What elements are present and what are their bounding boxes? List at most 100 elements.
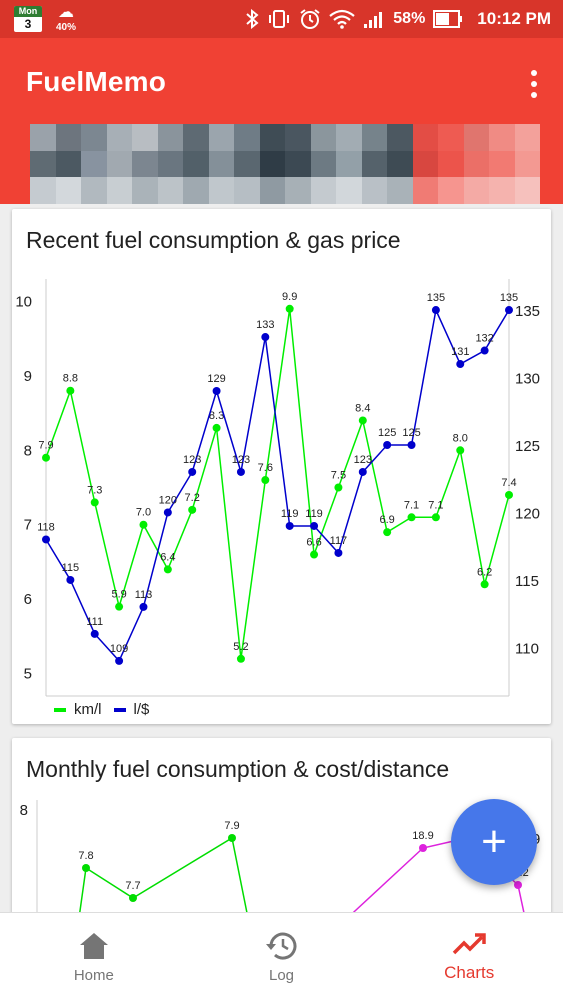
nav-home[interactable]: Home [0, 913, 188, 1000]
ad-pixel [132, 124, 158, 151]
recent-chart-card: Recent fuel consumption & gas price 5 6 7 8… [12, 209, 551, 724]
ad-pixel [183, 150, 209, 178]
ad-pixel [463, 150, 489, 178]
data-label: 6.6 [306, 537, 321, 549]
data-point [212, 423, 221, 432]
ad-pixel [55, 177, 81, 204]
ad-pixel [336, 124, 362, 151]
ad-pixel [157, 177, 183, 204]
ad-pixel [489, 177, 515, 204]
data-point [188, 467, 197, 476]
data-label: 119 [281, 508, 299, 520]
data-point [188, 505, 197, 514]
ad-pixel [438, 124, 464, 151]
data-label: 8.3 [209, 410, 224, 422]
data-label: 123 [183, 454, 201, 466]
data-point [236, 654, 245, 663]
more-vert-icon[interactable] [527, 68, 541, 100]
data-point [358, 467, 367, 476]
data-point [407, 513, 416, 522]
ad-pixel [514, 124, 540, 151]
data-label: 135 [500, 292, 518, 304]
data-label: 7.0 [136, 507, 151, 519]
ad-pixel [438, 177, 464, 204]
ad-pixel [412, 150, 438, 178]
data-label: 7.8 [78, 850, 93, 862]
ad-pixel [106, 124, 132, 151]
add-entry-button[interactable]: + [451, 799, 537, 885]
ad-pixel [30, 150, 56, 178]
left-tick-label: 7 [24, 517, 32, 534]
ad-pixel [106, 150, 132, 178]
data-label: 7.9 [224, 820, 239, 832]
data-point [431, 513, 440, 522]
data-label: 129 [207, 373, 225, 385]
data-label: 135 [427, 292, 445, 304]
ad-banner[interactable] [30, 124, 540, 204]
right-tick-label: 125 [515, 438, 540, 455]
right-tick-label: 130 [515, 371, 540, 388]
ad-pixel [234, 177, 260, 204]
left-tick-label: 8 [24, 442, 32, 459]
ad-pixel [132, 177, 158, 204]
ad-pixel [412, 124, 438, 151]
data-label: 125 [378, 427, 396, 439]
data-point [456, 446, 465, 455]
legend-label: km/l [74, 701, 102, 718]
ad-pixel [285, 150, 311, 178]
clock: 10:12 PM [477, 9, 551, 28]
app-bar: FuelMemo [0, 38, 563, 204]
data-point [90, 629, 99, 638]
data-point [66, 575, 75, 584]
data-point [66, 386, 75, 395]
data-point [480, 580, 489, 589]
data-point [456, 360, 465, 369]
data-label: 123 [354, 454, 372, 466]
ad-pixel [489, 124, 515, 151]
weather-percent: 40% [56, 22, 77, 33]
ad-pixel [387, 177, 413, 204]
ad-pixel [310, 150, 336, 178]
data-point [115, 656, 124, 665]
series-line-lpd [45, 307, 510, 663]
data-point [334, 483, 343, 492]
nav-charts-label: Charts [444, 963, 495, 982]
ad-pixel [208, 124, 234, 151]
data-point [236, 467, 245, 476]
data-label: 111 [86, 616, 103, 628]
ad-pixel [336, 177, 362, 204]
ad-pixel [81, 124, 107, 151]
ad-pixel [514, 150, 540, 178]
data-label: 18.9 [412, 830, 433, 842]
right-tick-label: 135 [515, 303, 540, 320]
nav-home-label: Home [73, 967, 114, 984]
data-point [285, 304, 294, 313]
nav-log[interactable]: Log [188, 913, 376, 1000]
ad-pixel [55, 150, 81, 178]
data-point [334, 548, 343, 557]
data-point [129, 894, 137, 902]
ad-pixel [30, 124, 56, 151]
ad-pixel [361, 177, 387, 204]
data-point [431, 306, 440, 315]
data-point [163, 508, 172, 517]
ad-pixel [489, 150, 515, 178]
ad-pixel [514, 177, 540, 204]
ad-pixel [387, 150, 413, 178]
monthly-chart-title: Monthly fuel consumption & cost/distance [26, 756, 450, 782]
recent-chart-title: Recent fuel consumption & gas price [26, 227, 401, 253]
data-label: 115 [62, 562, 80, 574]
data-point [261, 333, 270, 342]
recent-chart: 5 6 7 8 9 10 110 115 120 125 130 135 7.9 8.8 7.3 5.9 7.0… [15, 279, 540, 697]
series-line-kml [45, 308, 510, 659]
nav-charts[interactable]: Charts [375, 913, 563, 1000]
legend-label: l/$ [133, 701, 150, 718]
data-point [139, 602, 148, 611]
data-point [310, 521, 319, 530]
ad-pixel [183, 177, 209, 204]
data-label: 7.3 [87, 484, 102, 496]
wifi-icon [329, 9, 355, 29]
data-point [139, 520, 148, 529]
ad-pixel [438, 150, 464, 178]
weather-icon: ☁ 40% [56, 4, 77, 34]
